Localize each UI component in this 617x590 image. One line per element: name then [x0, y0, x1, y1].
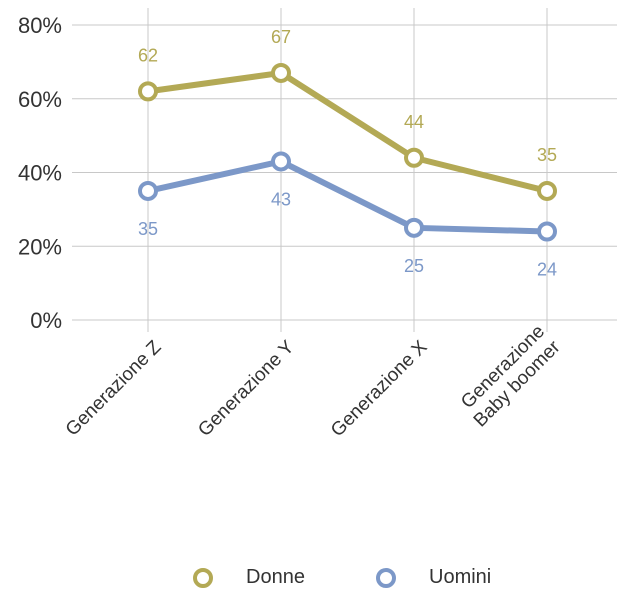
data-label-donne: 62 [138, 45, 158, 65]
legend-item-uomini: Uomini [376, 566, 491, 588]
data-label-uomini: 25 [404, 256, 424, 276]
x-category-label: Generazione Y [194, 336, 298, 440]
x-category-text: Generazione X [327, 336, 432, 441]
data-point-uomini [537, 221, 557, 242]
legend-item-donne: Donne [193, 566, 305, 588]
data-label-uomini: 24 [537, 260, 557, 280]
x-category-label: Generazione Z [62, 336, 166, 440]
data-label-donne: 67 [271, 27, 291, 47]
y-tick-label: 0% [30, 308, 62, 333]
data-label-uomini: 43 [271, 189, 291, 209]
y-axis-ticks: 0% 20% 40% 60% 80% [18, 13, 62, 333]
x-category-text: Generazione Y [194, 336, 298, 440]
data-point-uomini [404, 217, 424, 238]
legend: Donne Uomini [193, 566, 491, 588]
data-label-donne: 44 [404, 112, 424, 132]
legend-marker [193, 568, 213, 588]
data-point-uomini [271, 151, 291, 172]
series-line-uomini [145, 158, 550, 235]
series-lines [138, 62, 557, 242]
x-category-text: Generazione Z [62, 336, 166, 440]
series-line-donne [145, 69, 550, 194]
grid [72, 8, 617, 332]
data-label-donne: 35 [537, 145, 557, 165]
data-point-donne [537, 180, 557, 201]
data-point-donne [271, 62, 291, 83]
x-category-label: Generazione X [327, 336, 432, 441]
y-tick-label: 80% [18, 13, 62, 38]
y-tick-label: 40% [18, 161, 62, 186]
data-point-donne [138, 81, 158, 102]
y-tick-label: 20% [18, 234, 62, 259]
legend-label: Donne [246, 566, 305, 588]
data-labels: 62 67 44 35 35 43 25 24 [138, 27, 557, 280]
legend-label: Uomini [429, 566, 491, 588]
y-tick-label: 60% [18, 87, 62, 112]
data-point-donne [404, 147, 424, 168]
data-point-uomini [138, 180, 158, 201]
legend-marker [376, 568, 396, 588]
data-label-uomini: 35 [138, 219, 158, 239]
